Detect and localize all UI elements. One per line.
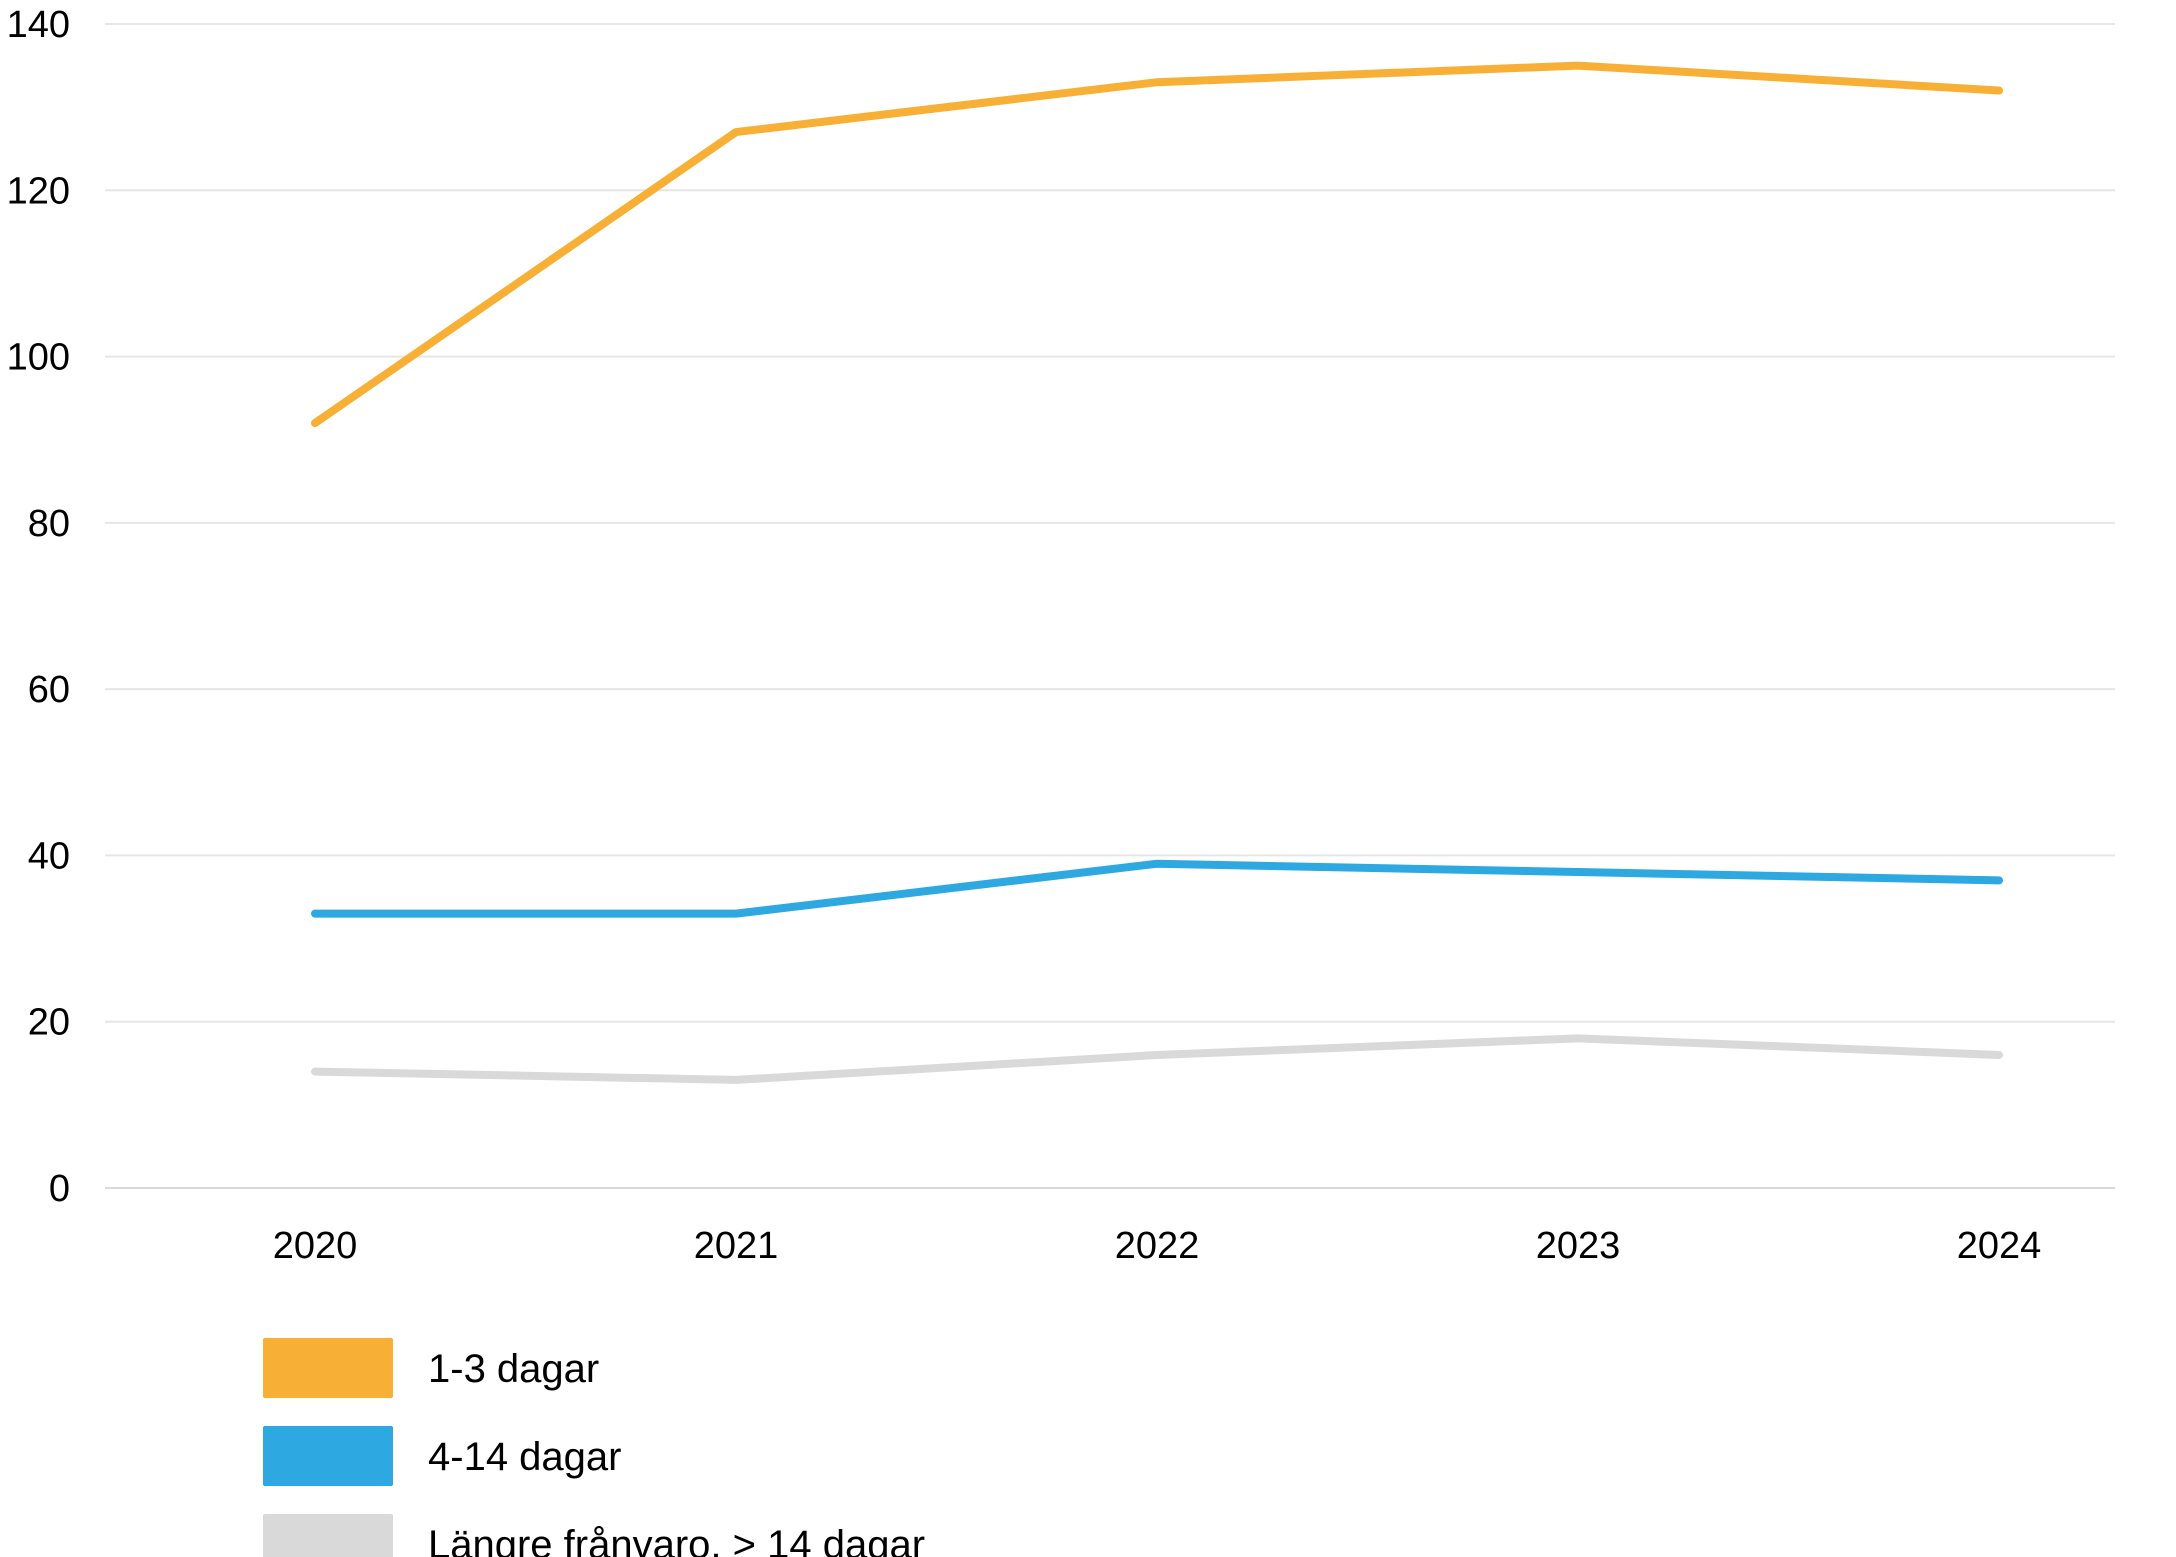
legend-swatch bbox=[263, 1338, 393, 1398]
x-tick-label: 2022 bbox=[1115, 1225, 1200, 1267]
x-axis-tick-labels: 2020 2021 2022 2023 2024 bbox=[273, 1225, 2042, 1267]
legend-label: Längre frånvaro, > 14 dagar bbox=[428, 1523, 925, 1557]
series-line-3 bbox=[311, 1034, 2003, 1084]
y-tick-label: 140 bbox=[7, 4, 70, 46]
y-tick-label: 60 bbox=[28, 669, 70, 711]
legend-swatch bbox=[263, 1426, 393, 1486]
legend-label: 4-14 dagar bbox=[428, 1435, 621, 1479]
legend-label: 1-3 dagar bbox=[428, 1347, 599, 1391]
x-tick-label: 2021 bbox=[694, 1225, 779, 1267]
y-tick-label: 120 bbox=[7, 170, 70, 212]
series-line-2 bbox=[311, 859, 2003, 918]
y-axis-tick-labels: 0 20 40 60 80 100 120 140 bbox=[7, 4, 70, 1210]
legend: 1-3 dagar 4-14 dagar Längre frånvaro, > 14… bbox=[263, 1338, 925, 1557]
y-tick-label: 40 bbox=[28, 835, 70, 877]
series-line-1 bbox=[311, 61, 2003, 428]
legend-swatch bbox=[263, 1514, 393, 1557]
y-tick-label: 80 bbox=[28, 503, 70, 545]
x-tick-label: 2020 bbox=[273, 1225, 358, 1267]
y-tick-label: 20 bbox=[28, 1002, 70, 1044]
y-tick-label: 0 bbox=[49, 1168, 70, 1210]
x-tick-label: 2023 bbox=[1536, 1225, 1621, 1267]
x-tick-label: 2024 bbox=[1957, 1225, 2042, 1267]
gridlines bbox=[105, 23, 2115, 1189]
series-lines bbox=[311, 61, 2003, 1084]
y-tick-label: 100 bbox=[7, 337, 70, 379]
